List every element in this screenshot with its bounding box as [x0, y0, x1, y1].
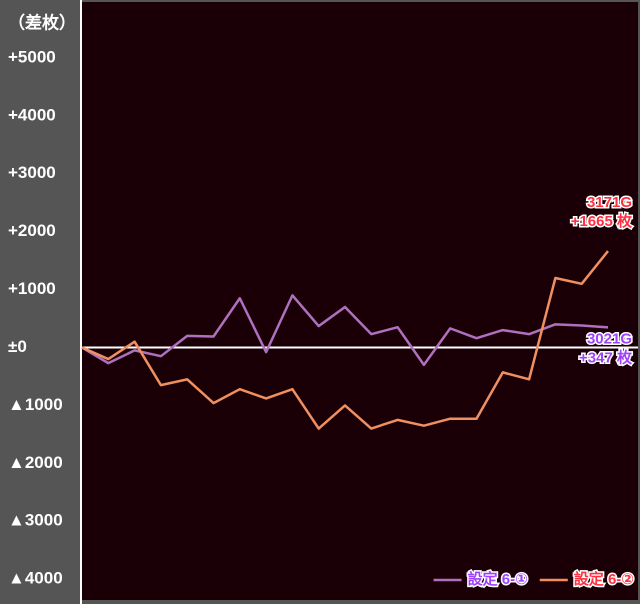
y-tick-label: ±0 [8, 337, 27, 356]
end-annotation: +1665 枚 [571, 212, 633, 230]
plot-area [82, 2, 638, 600]
y-tick-label: +3000 [8, 163, 56, 182]
y-axis-label: （差枚） [8, 12, 76, 32]
end-annotation: +347 枚 [579, 348, 633, 366]
y-tick-label: +2000 [8, 221, 56, 240]
y-tick-label: +4000 [8, 105, 56, 124]
legend-label: 設定 6-① [468, 570, 528, 588]
series-line [81, 250, 609, 430]
y-tick-label: +1000 [8, 279, 56, 298]
legend-label: 設定 6-② [574, 570, 634, 588]
y-tick-label: ▲2000 [8, 453, 63, 472]
series-line [81, 294, 609, 367]
end-annotation: 3021G [587, 330, 632, 347]
y-tick-label: ▲3000 [8, 511, 63, 530]
y-tick-label: ▲4000 [8, 569, 63, 588]
y-tick-label: +5000 [8, 47, 56, 66]
end-annotation: 3171G [587, 194, 632, 211]
y-tick-label: ▲1000 [8, 395, 63, 414]
